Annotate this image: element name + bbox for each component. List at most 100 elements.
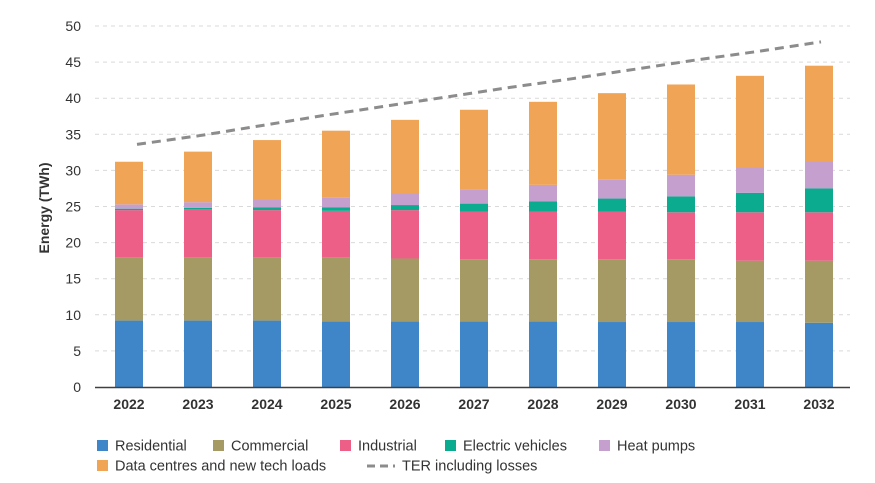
bar-segment-industrial	[391, 210, 419, 259]
x-tick-label: 2029	[596, 396, 627, 412]
legend-swatch	[445, 440, 456, 451]
legend-item-commercial: Commercial	[213, 439, 308, 455]
legend: Residential Commercial Industrial Electric …	[97, 439, 695, 475]
bar-segment-residential	[667, 322, 695, 387]
x-tick-label: 2028	[527, 396, 558, 412]
y-tick-label: 0	[73, 379, 81, 395]
y-tick-label: 20	[65, 235, 81, 251]
bar-segment-industrial	[529, 211, 557, 260]
y-axis-title: Energy (TWh)	[36, 163, 52, 254]
x-tick-label: 2030	[665, 396, 696, 412]
bar-segment-data-centres-and-new-tech-loads	[598, 93, 626, 180]
bar-segment-heat-pumps	[667, 174, 695, 197]
bar-segment-heat-pumps	[460, 189, 488, 204]
bar-segment-heat-pumps	[391, 193, 419, 206]
bar-segment-data-centres-and-new-tech-loads	[391, 119, 419, 194]
bar-segment-commercial	[736, 260, 764, 323]
bar-segment-commercial	[391, 258, 419, 322]
bar-stack-2027	[460, 109, 488, 387]
bar-segment-commercial	[184, 257, 212, 321]
bar-segment-commercial	[253, 257, 281, 321]
legend-swatch	[340, 440, 351, 451]
legend-swatch	[599, 440, 610, 451]
bar-segment-electric-vehicles	[322, 207, 350, 211]
y-tick-label: 5	[73, 343, 81, 359]
bar-segment-data-centres-and-new-tech-loads	[460, 109, 488, 190]
bar-stack-2030	[667, 84, 695, 387]
bar-segment-electric-vehicles	[460, 203, 488, 212]
legend-item-ter-including-losses: TER including losses	[367, 459, 537, 475]
x-tick-label: 2023	[182, 396, 213, 412]
x-tick-label: 2025	[320, 396, 351, 412]
legend-label: Industrial	[358, 439, 417, 455]
bar-segment-industrial	[184, 209, 212, 258]
bar-segment-heat-pumps	[598, 179, 626, 199]
bar-segment-electric-vehicles	[736, 192, 764, 213]
bar-segment-electric-vehicles	[667, 196, 695, 213]
bar-segment-industrial	[460, 211, 488, 260]
bar-segment-heat-pumps	[805, 161, 833, 189]
bars	[115, 65, 833, 387]
bar-segment-electric-vehicles	[529, 201, 557, 212]
bar-segment-industrial	[322, 210, 350, 258]
bar-segment-heat-pumps	[253, 200, 281, 208]
y-tick-label: 30	[65, 162, 81, 178]
bar-segment-residential	[736, 322, 764, 387]
legend-item-residential: Residential	[97, 439, 187, 455]
bar-segment-heat-pumps	[736, 167, 764, 193]
bar-segment-commercial	[667, 259, 695, 323]
bar-segment-residential	[805, 322, 833, 387]
bar-segment-residential	[115, 320, 143, 387]
bar-stack-2025	[322, 130, 350, 387]
bar-stack-2026	[391, 119, 419, 387]
legend-item-data-centres: Data centres and new tech loads	[97, 459, 326, 475]
x-tick-label: 2032	[803, 396, 834, 412]
bar-stack-2028	[529, 101, 557, 387]
bar-segment-residential	[391, 321, 419, 387]
bar-segment-electric-vehicles	[253, 207, 281, 211]
bar-segment-electric-vehicles	[598, 198, 626, 212]
bar-segment-industrial	[598, 211, 626, 260]
legend-item-industrial: Industrial	[340, 439, 417, 455]
legend-item-electric-vehicles: Electric vehicles	[445, 439, 567, 455]
bar-segment-electric-vehicles	[184, 207, 212, 210]
bar-segment-commercial	[322, 257, 350, 322]
y-tick-label: 50	[65, 18, 81, 34]
bar-stack-2022	[115, 161, 143, 387]
y-tick-label: 40	[65, 90, 81, 106]
bar-segment-heat-pumps	[184, 202, 212, 208]
bar-segment-industrial	[253, 210, 281, 258]
bar-segment-electric-vehicles	[805, 188, 833, 213]
x-tick-label: 2027	[458, 396, 489, 412]
bar-segment-residential	[253, 320, 281, 387]
bar-segment-industrial	[805, 212, 833, 261]
legend-label: TER including losses	[402, 459, 537, 475]
bar-segment-commercial	[805, 260, 833, 323]
y-tick-label: 10	[65, 307, 81, 323]
legend-swatch	[97, 460, 108, 471]
y-tick-label: 35	[65, 126, 81, 142]
bar-stack-2029	[598, 93, 626, 387]
x-tick-label: 2026	[389, 396, 420, 412]
y-tick-label: 45	[65, 54, 81, 70]
x-tick-label: 2022	[113, 396, 144, 412]
x-axis-ticks: 2022 2023 2024 2025 2026 2027 2028 2029 2030 2031…	[113, 396, 834, 412]
legend-label: Data centres and new tech loads	[115, 459, 326, 475]
bar-segment-data-centres-and-new-tech-loads	[736, 75, 764, 168]
bar-segment-data-centres-and-new-tech-loads	[805, 65, 833, 162]
legend-item-heat-pumps: Heat pumps	[599, 439, 695, 455]
x-tick-label: 2031	[734, 396, 765, 412]
bar-stack-2031	[736, 75, 764, 387]
bar-segment-data-centres-and-new-tech-loads	[184, 151, 212, 203]
y-tick-label: 15	[65, 271, 81, 287]
bar-segment-commercial	[529, 259, 557, 322]
bar-segment-heat-pumps	[322, 197, 350, 208]
bar-segment-electric-vehicles	[115, 208, 143, 211]
bar-stack-2023	[184, 151, 212, 387]
legend-label: Electric vehicles	[463, 439, 567, 455]
legend-label: Commercial	[231, 439, 308, 455]
bar-segment-residential	[598, 322, 626, 387]
bar-segment-residential	[529, 321, 557, 387]
